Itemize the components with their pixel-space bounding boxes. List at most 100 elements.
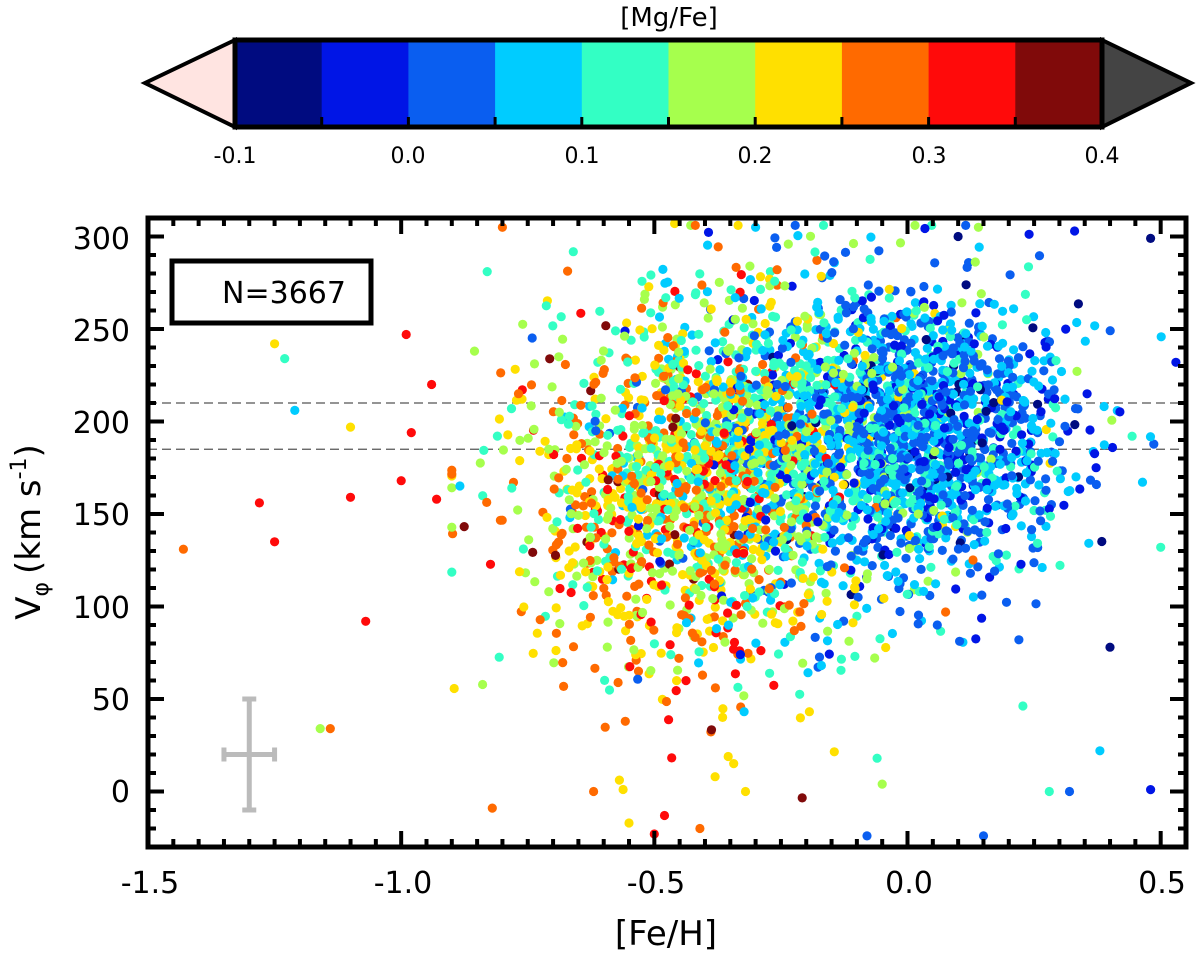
data-point: [1017, 438, 1027, 448]
data-point: [758, 618, 768, 628]
data-point: [910, 447, 920, 457]
data-point: [703, 240, 713, 250]
data-point: [603, 597, 614, 607]
data-point: [1070, 420, 1080, 430]
data-point: [878, 427, 889, 437]
data-point: [849, 348, 860, 358]
data-point: [729, 759, 739, 769]
data-point: [760, 368, 770, 379]
legend-box: N=3667: [169, 258, 374, 326]
data-point: [627, 471, 637, 481]
data-point: [1025, 349, 1035, 359]
data-point: [540, 436, 550, 446]
data-point: [610, 326, 621, 336]
data-point: [859, 408, 869, 418]
data-point: [678, 358, 689, 368]
data-point: [633, 450, 643, 460]
data-point: [1052, 466, 1062, 476]
data-point: [891, 567, 901, 577]
data-point: [1022, 315, 1032, 325]
data-point: [496, 368, 506, 378]
data-point: [668, 359, 678, 369]
data-point: [708, 594, 718, 604]
data-point: [968, 426, 978, 436]
data-point: [1127, 431, 1137, 441]
data-point: [752, 400, 763, 410]
data-point: [1020, 289, 1030, 299]
colorbar-tick-label: -0.1: [214, 144, 257, 169]
data-point: [551, 603, 561, 613]
data-point: [897, 371, 907, 381]
data-point: [838, 480, 848, 490]
data-point: [857, 361, 867, 371]
data-point: [644, 540, 654, 550]
data-point: [654, 569, 665, 579]
data-point: [740, 451, 750, 461]
data-point: [585, 446, 595, 456]
data-point: [744, 407, 754, 417]
data-point: [817, 444, 827, 454]
data-point: [868, 324, 879, 334]
data-point: [769, 461, 779, 471]
data-point: [894, 583, 904, 594]
data-point: [712, 411, 723, 421]
data-point: [974, 242, 984, 252]
data-point: [479, 445, 489, 455]
data-point: [1041, 485, 1051, 495]
data-point: [555, 583, 565, 594]
data-point: [995, 459, 1005, 469]
colorbar: [Mg/Fe] -0.1 0.0 0.1 0.2 0.3 0.4: [140, 3, 1196, 169]
data-point: [680, 593, 691, 603]
data-point: [723, 357, 733, 367]
data-point: [542, 512, 552, 523]
data-point: [791, 496, 801, 506]
data-point: [797, 479, 807, 489]
data-point: [613, 677, 623, 688]
data-point: [1145, 432, 1156, 442]
data-point: [867, 368, 877, 378]
data-point: [666, 434, 677, 444]
data-point: [633, 514, 644, 524]
data-point: [795, 689, 805, 699]
data-point: [544, 587, 554, 597]
data-point: [970, 485, 981, 495]
data-point: [831, 378, 841, 388]
data-point: [691, 369, 701, 379]
data-point: [749, 295, 759, 306]
data-point: [760, 400, 770, 410]
data-point: [780, 445, 790, 455]
data-point: [814, 652, 825, 662]
data-point: [939, 310, 949, 320]
data-point: [630, 355, 641, 365]
data-point: [609, 553, 619, 563]
data-point: [592, 566, 602, 576]
data-point: [766, 609, 777, 619]
data-point: [842, 510, 852, 520]
data-point: [650, 360, 660, 370]
data-point: [672, 676, 682, 686]
data-point: [688, 397, 698, 407]
data-point: [1008, 509, 1018, 519]
data-point: [626, 563, 636, 574]
colorbar-tick-label: 0.2: [738, 144, 773, 169]
data-point: [795, 607, 805, 617]
data-point: [568, 558, 578, 568]
data-point: [913, 389, 924, 399]
data-point: [914, 544, 924, 554]
data-point: [822, 562, 832, 572]
data-point: [939, 479, 949, 489]
data-point: [658, 264, 668, 274]
data-point: [674, 550, 684, 560]
data-point: [745, 497, 755, 508]
data-point: [744, 444, 754, 454]
data-point: [1056, 366, 1067, 377]
data-point: [897, 323, 907, 334]
data-point: [751, 638, 761, 648]
data-point: [607, 528, 617, 538]
data-point: [981, 406, 991, 416]
legend-box-text: N=3667: [222, 276, 346, 311]
data-point: [952, 481, 962, 491]
data-point: [579, 460, 590, 470]
data-point: [1033, 456, 1043, 466]
